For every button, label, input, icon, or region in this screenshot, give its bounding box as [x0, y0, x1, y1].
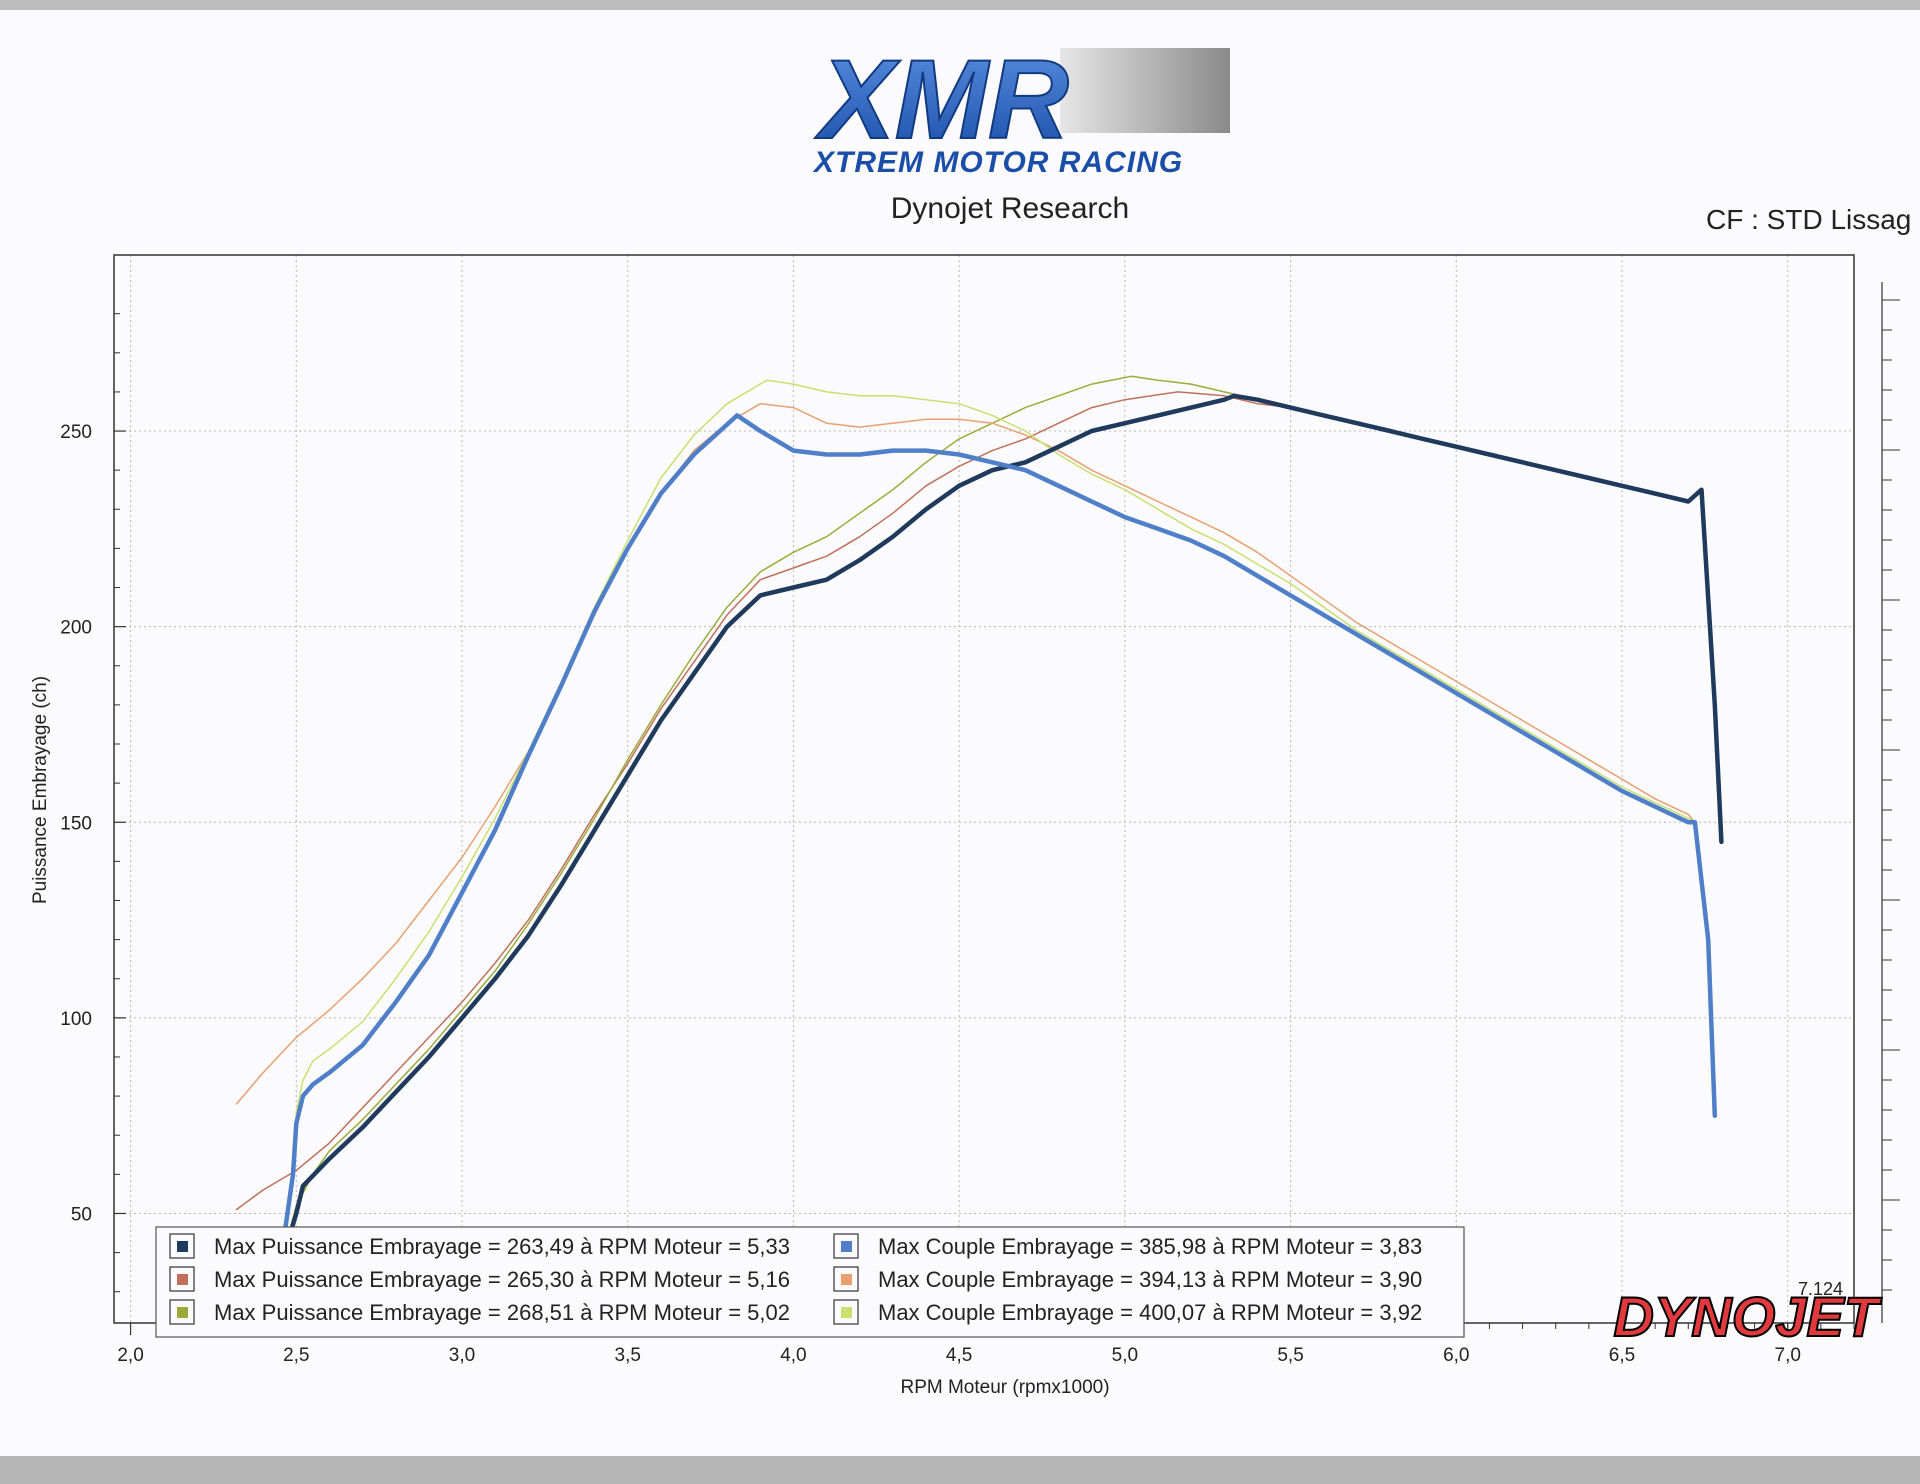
y-tick-label: 50: [71, 1204, 92, 1225]
legend-swatch-frame: [833, 1299, 859, 1325]
dynojet-watermark: 7.124 DYNOJET: [1613, 1279, 1884, 1349]
chart-subtitle: Dynojet Research: [890, 192, 1130, 225]
y-tick-label: 150: [60, 813, 92, 834]
dyno-sheet: [0, 10, 1920, 1456]
scan-footer: [0, 1456, 1920, 1484]
legend: Max Puissance Embrayage = 263,49 à RPM M…: [155, 1226, 1465, 1338]
legend-swatch: [177, 1307, 188, 1318]
plot-frame: [113, 254, 1855, 1324]
series-line-5: [235, 402, 1716, 1117]
series-line-6: [278, 379, 1716, 1269]
series-line-4: [277, 413, 1718, 1271]
y-tick-label: 200: [60, 618, 92, 639]
software-version: 7.124: [1798, 1279, 1843, 1299]
x-tick-label: 2,0: [117, 1345, 143, 1366]
x-tick-label: 7,0: [1775, 1345, 1801, 1366]
dynojet-logo: DYNOJET: [1614, 1285, 1883, 1348]
legend-swatch: [841, 1274, 852, 1285]
x-tick-label: 2,5: [283, 1345, 309, 1366]
chart-grid: [114, 255, 1854, 1323]
xmr-logo: XMR XTREM MOTOR RACING: [812, 38, 1230, 179]
x-tick-label: 6,5: [1609, 1345, 1635, 1366]
x-tick-label: 4,0: [780, 1345, 806, 1366]
series-line-1: [277, 393, 1724, 1271]
legend-swatch: [841, 1241, 852, 1252]
legend-swatch: [177, 1241, 188, 1252]
chart-series: [235, 375, 1724, 1271]
legend-label: Max Puissance Embrayage = 263,49 à RPM M…: [214, 1234, 790, 1259]
legend-label: Max Puissance Embrayage = 268,51 à RPM M…: [214, 1300, 790, 1325]
y-tick-label: 250: [60, 422, 92, 443]
x-tick-label: 5,5: [1277, 1345, 1303, 1366]
series-line-2: [235, 391, 1723, 1211]
x-tick-label: 6,0: [1443, 1345, 1469, 1366]
x-tick-label: 3,0: [449, 1345, 475, 1366]
legend-label: Max Couple Embrayage = 400,07 à RPM Mote…: [878, 1300, 1422, 1325]
logo-tagline: XTREM MOTOR RACING: [812, 146, 1183, 179]
legend-swatch: [177, 1274, 188, 1285]
x-tick-label: 3,5: [615, 1345, 641, 1366]
legend-label: Max Puissance Embrayage = 265,30 à RPM M…: [214, 1267, 790, 1292]
y-axis-label: Puissance Embrayage (ch): [30, 676, 51, 904]
correction-factor-label: CF : STD Lissag: [1706, 204, 1912, 235]
y-tick-label: 100: [60, 1009, 92, 1030]
y-axis: 50 100 150 200 250: [60, 313, 126, 1293]
x-axis-label: RPM Moteur (rpmx1000): [900, 1377, 1109, 1398]
x-tick-label: 5,0: [1112, 1345, 1138, 1366]
legend-label: Max Couple Embrayage = 385,98 à RPM Mote…: [878, 1234, 1422, 1259]
x-tick-label: 4,5: [946, 1345, 972, 1366]
right-axis: [1881, 282, 1900, 1323]
legend-label: Max Couple Embrayage = 394,13 à RPM Mote…: [878, 1267, 1422, 1292]
logo-text: XMR: [814, 38, 1069, 162]
legend-swatch-frame: [833, 1266, 859, 1292]
legend-box: [155, 1226, 1465, 1338]
legend-swatch: [841, 1307, 852, 1318]
